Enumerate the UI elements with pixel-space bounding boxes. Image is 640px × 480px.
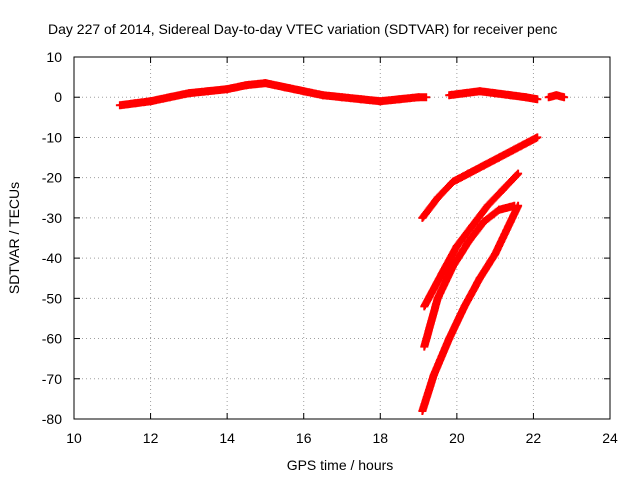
y-tick-label: -10: [42, 129, 62, 145]
data-point-markers: [449, 238, 473, 271]
y-tick-label: -60: [42, 331, 62, 347]
data-point-markers: [521, 93, 542, 104]
data-series-3: [544, 91, 569, 102]
data-point-markers: [475, 250, 500, 283]
x-axis-label: GPS time / hours: [287, 457, 394, 473]
x-tick-labels: 10 12 14 16 18 20 22 24: [66, 430, 618, 446]
data-point-markers: [495, 201, 519, 214]
data-point-markers: [491, 217, 515, 259]
data-point-markers: [525, 133, 542, 146]
y-axis-label: SDTVAR / TECUs: [6, 182, 22, 294]
x-tick-label: 10: [66, 430, 82, 446]
data-series-4: [418, 133, 542, 222]
y-tick-label: -20: [42, 170, 62, 186]
axis-ticks: [73, 56, 611, 420]
data-point-markers: [437, 242, 461, 279]
data-series-1: [115, 79, 431, 110]
y-tick-label: -70: [42, 371, 62, 387]
plot-frame: [73, 56, 611, 420]
data-point-markers: [429, 334, 454, 379]
y-tick-label: 10: [46, 49, 62, 65]
data-point-markers: [460, 274, 484, 311]
y-tick-label: -30: [42, 210, 62, 226]
x-tick-label: 12: [143, 430, 159, 446]
data-series: [115, 79, 569, 415]
y-tick-labels: 10 0 -10 -20 -30 -40 -50 -60 -70 -80: [42, 49, 62, 427]
y-tick-label: -80: [42, 411, 62, 427]
x-tick-label: 24: [602, 430, 618, 446]
y-tick-label: 0: [54, 89, 62, 105]
data-point-markers: [445, 302, 469, 343]
grid-lines: [74, 57, 610, 419]
x-tick-label: 18: [372, 430, 388, 446]
y-tick-label: -50: [42, 290, 62, 306]
data-series-2: [445, 87, 542, 104]
x-tick-label: 22: [526, 430, 542, 446]
data-series-5: [420, 169, 523, 311]
y-tick-label: -40: [42, 250, 62, 266]
x-tick-label: 20: [449, 430, 465, 446]
data-point-markers: [552, 91, 569, 102]
data-series-7: [418, 201, 523, 415]
data-point-markers: [433, 262, 457, 303]
data-point-markers: [414, 93, 431, 102]
data-point-markers: [498, 169, 523, 194]
data-point-markers: [418, 370, 438, 415]
data-point-markers: [420, 294, 442, 351]
x-tick-label: 16: [296, 430, 312, 446]
data-point-markers: [420, 270, 446, 311]
data-series-6: [420, 201, 519, 351]
x-tick-label: 14: [219, 430, 235, 446]
chart-title: Day 227 of 2014, Sidereal Day-to-day VTE…: [48, 21, 557, 37]
data-point-markers: [506, 201, 523, 226]
